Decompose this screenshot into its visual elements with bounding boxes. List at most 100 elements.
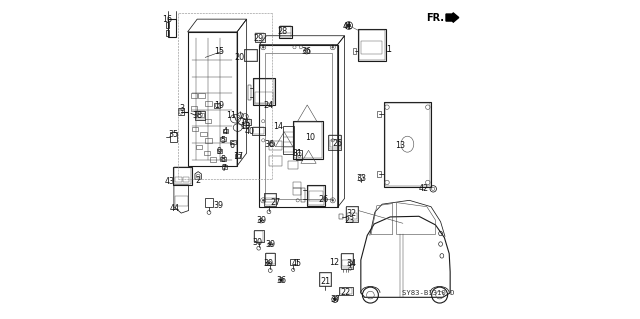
Text: 23: 23 — [344, 216, 355, 225]
FancyArrow shape — [446, 13, 459, 22]
Bar — [385, 103, 430, 186]
Bar — [243, 119, 251, 125]
Text: 5: 5 — [220, 137, 225, 145]
Bar — [178, 108, 184, 115]
Bar — [293, 182, 301, 188]
Text: 22: 22 — [340, 288, 351, 297]
Text: 26: 26 — [318, 195, 328, 204]
Bar — [173, 167, 191, 184]
Bar — [377, 111, 381, 117]
Bar — [192, 127, 198, 131]
Bar — [347, 213, 356, 219]
Text: 39: 39 — [256, 216, 266, 225]
Bar — [195, 111, 205, 120]
Text: 28: 28 — [277, 27, 287, 36]
Bar — [191, 106, 197, 111]
Text: 37: 37 — [330, 295, 340, 304]
Bar — [254, 79, 275, 104]
Text: 25: 25 — [332, 139, 342, 148]
Bar — [191, 93, 197, 98]
Bar — [248, 85, 251, 100]
Bar — [205, 119, 211, 123]
Text: 39: 39 — [263, 259, 273, 268]
Ellipse shape — [332, 46, 333, 48]
Text: 7: 7 — [221, 164, 227, 173]
Text: 19: 19 — [214, 101, 225, 110]
Bar — [265, 253, 275, 265]
Bar — [377, 171, 381, 177]
Text: 8: 8 — [221, 155, 225, 164]
Bar — [293, 188, 301, 195]
Text: 14: 14 — [273, 122, 283, 130]
Bar — [166, 30, 170, 36]
Text: 33: 33 — [356, 174, 367, 183]
Bar — [244, 50, 257, 61]
Text: 31: 31 — [292, 149, 303, 158]
Text: 16: 16 — [163, 15, 173, 24]
Bar — [266, 253, 275, 264]
Text: 35: 35 — [169, 130, 179, 139]
Text: 39: 39 — [214, 201, 223, 210]
Text: 42: 42 — [419, 184, 429, 193]
Bar — [294, 122, 322, 158]
Bar — [346, 207, 358, 221]
Bar — [265, 198, 276, 202]
Bar — [175, 196, 188, 206]
Bar — [253, 127, 264, 134]
Text: 10: 10 — [305, 133, 316, 142]
Bar — [175, 177, 182, 182]
Bar — [255, 92, 273, 103]
Bar — [220, 137, 225, 141]
Bar — [320, 273, 331, 286]
Text: 2: 2 — [196, 176, 201, 185]
Bar — [223, 129, 228, 133]
Bar — [205, 138, 212, 143]
Bar — [236, 154, 241, 158]
Ellipse shape — [347, 24, 351, 27]
Bar — [328, 135, 340, 149]
Bar — [218, 149, 222, 153]
Bar — [244, 49, 257, 61]
Text: 18: 18 — [240, 122, 250, 130]
Text: 36: 36 — [301, 47, 312, 56]
Bar — [290, 259, 297, 265]
Bar — [362, 41, 382, 54]
Bar — [359, 30, 385, 60]
Text: 41: 41 — [343, 22, 353, 31]
Bar — [284, 126, 294, 154]
Bar — [254, 231, 263, 242]
Bar — [183, 177, 189, 182]
Text: 32: 32 — [347, 209, 357, 218]
Bar — [330, 140, 340, 147]
Bar — [200, 132, 207, 136]
Bar — [252, 127, 265, 135]
Text: 36: 36 — [264, 140, 275, 149]
Bar — [255, 33, 264, 41]
Bar — [309, 191, 323, 201]
Bar — [328, 135, 341, 150]
Bar — [308, 186, 324, 205]
Bar — [230, 140, 236, 144]
Bar — [353, 48, 356, 54]
Bar — [196, 145, 202, 149]
Bar — [168, 19, 177, 37]
Ellipse shape — [332, 199, 333, 201]
Bar — [265, 194, 276, 205]
Bar — [210, 157, 216, 162]
Bar — [205, 198, 214, 207]
Ellipse shape — [262, 199, 264, 201]
Text: 34: 34 — [346, 259, 356, 268]
Bar — [166, 22, 170, 28]
Ellipse shape — [260, 220, 262, 222]
Text: 44: 44 — [170, 204, 180, 213]
Text: 38: 38 — [192, 111, 202, 120]
Bar — [170, 132, 177, 142]
Ellipse shape — [262, 46, 264, 48]
Bar — [243, 119, 250, 124]
Text: 1: 1 — [386, 45, 391, 54]
Text: 40: 40 — [244, 127, 254, 136]
Text: 17: 17 — [233, 152, 243, 161]
Bar — [288, 161, 298, 169]
Text: 30: 30 — [253, 238, 263, 247]
Text: 43: 43 — [165, 177, 175, 186]
